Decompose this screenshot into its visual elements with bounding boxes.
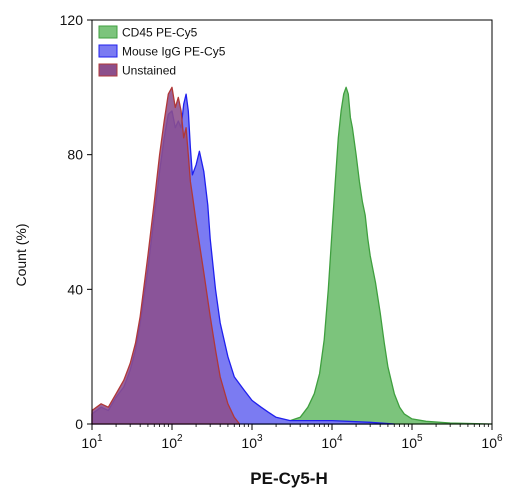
series-area-1 (251, 86, 493, 425)
x-tick-label-5: 106 (481, 433, 503, 451)
series-layer (91, 86, 493, 425)
y-tick-label-2: 80 (67, 147, 83, 163)
x-tick-label-2: 103 (241, 433, 263, 451)
series-area-3 (91, 86, 241, 425)
legend: CD45 PE-Cy5 Mouse IgG PE-Cy5 Unstained (98, 25, 226, 78)
tick-layer: 0 40 80 120 101 102 103 104 105 106 (60, 12, 503, 451)
axis-layer (91, 19, 493, 425)
plot-frame (91, 19, 493, 425)
y-tick-label-3: 120 (60, 12, 84, 28)
legend-swatch-3 (98, 63, 118, 77)
x-tick-label-0: 101 (81, 433, 103, 451)
y-tick-label-1: 40 (67, 281, 83, 297)
legend-swatch-2 (98, 44, 118, 58)
y-axis-title: Count (%) (13, 223, 29, 286)
legend-label-2: Mouse IgG PE-Cy5 (122, 45, 226, 59)
y-tick-label-0: 0 (75, 416, 83, 432)
legend-label-1: CD45 PE-Cy5 (122, 26, 198, 40)
legend-label-3: Unstained (122, 64, 176, 78)
x-axis-title: PE-Cy5-H (250, 469, 327, 488)
legend-swatch-1 (98, 25, 118, 39)
x-tick-label-3: 104 (321, 433, 343, 451)
x-tick-label-4: 105 (401, 433, 423, 451)
x-tick-label-1: 102 (161, 433, 183, 451)
